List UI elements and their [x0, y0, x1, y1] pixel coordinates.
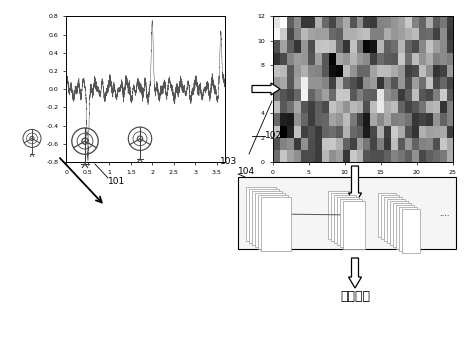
Bar	[402, 209, 420, 253]
Polygon shape	[348, 166, 362, 204]
Bar	[328, 191, 350, 239]
Bar	[390, 201, 408, 245]
Bar	[340, 199, 362, 247]
Text: 103: 103	[220, 158, 237, 166]
Bar	[331, 193, 353, 241]
Text: 101: 101	[108, 177, 125, 186]
Bar	[261, 197, 291, 251]
Text: 检测结果: 检测结果	[340, 289, 370, 302]
Bar	[337, 197, 359, 245]
Bar	[378, 193, 396, 237]
Bar	[387, 199, 405, 243]
Text: 104: 104	[238, 166, 255, 175]
Text: ....: ....	[439, 209, 449, 218]
Bar	[399, 207, 417, 251]
Text: 102: 102	[265, 131, 282, 141]
Bar	[258, 195, 288, 249]
Bar	[381, 195, 399, 239]
Bar	[334, 195, 356, 243]
Bar	[343, 201, 365, 249]
Polygon shape	[348, 258, 362, 288]
Bar	[396, 205, 414, 249]
Bar	[393, 216, 401, 224]
Bar	[393, 203, 411, 247]
Polygon shape	[252, 83, 280, 95]
Bar	[238, 177, 456, 249]
Bar	[246, 187, 276, 241]
Bar	[249, 189, 279, 243]
Bar	[252, 191, 282, 245]
Bar	[255, 193, 285, 247]
Bar	[384, 197, 402, 241]
